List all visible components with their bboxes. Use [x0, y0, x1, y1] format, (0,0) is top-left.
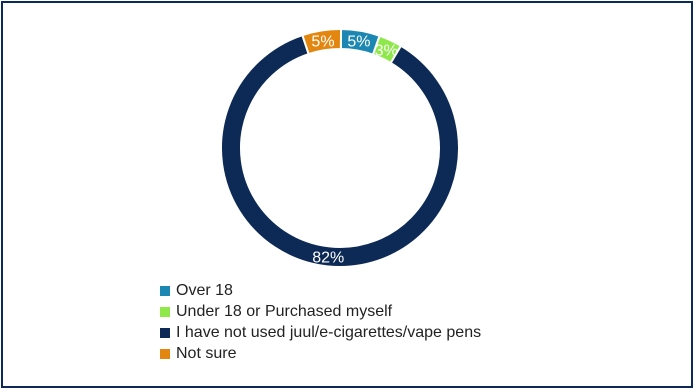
- legend-item-not-sure: Not sure: [160, 343, 481, 364]
- legend-label: I have not used juul/e-cigarettes/vape p…: [176, 324, 482, 341]
- legend: Over 18 Under 18 or Purchased myself I h…: [160, 280, 481, 364]
- legend-swatch: [160, 306, 170, 317]
- legend-item-over-18: Over 18: [160, 280, 481, 301]
- legend-swatch: [160, 285, 170, 296]
- legend-label: Not sure: [176, 345, 237, 362]
- legend-label: Over 18: [176, 282, 233, 299]
- data-label: 5%: [311, 33, 334, 50]
- donut-slice: [301, 28, 343, 56]
- donut-slice: [220, 33, 460, 268]
- legend-swatch: [160, 348, 170, 359]
- legend-swatch: [160, 327, 170, 338]
- legend-label: Under 18 or Purchased myself: [176, 303, 393, 320]
- data-label: 3%: [375, 42, 398, 59]
- data-label: 5%: [347, 34, 370, 51]
- legend-item-under-18: Under 18 or Purchased myself: [160, 301, 481, 322]
- legend-item-not-used: I have not used juul/e-cigarettes/vape p…: [160, 322, 481, 343]
- data-label: 82%: [312, 249, 344, 266]
